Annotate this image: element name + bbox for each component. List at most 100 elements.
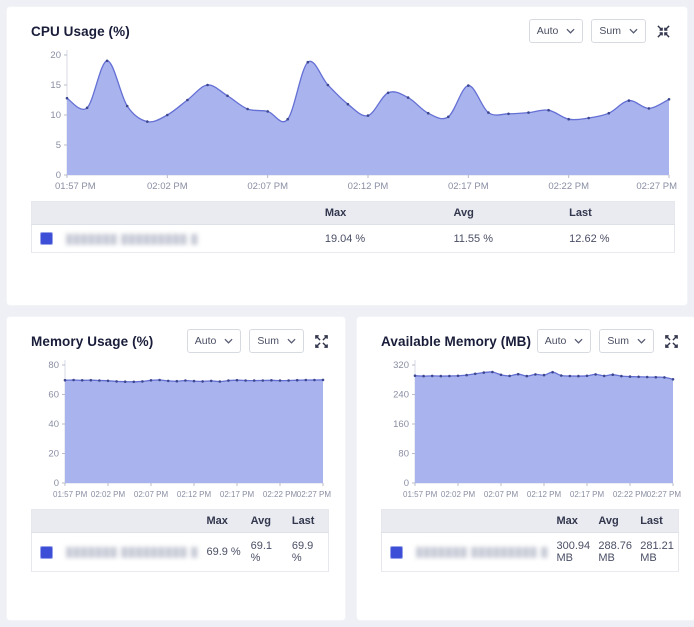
memory-chart-controls: Auto Sum: [186, 329, 331, 353]
svg-text:02:17 PM: 02:17 PM: [448, 181, 489, 192]
available-memory-aggregate-select[interactable]: Sum: [599, 329, 654, 353]
svg-text:02:02 PM: 02:02 PM: [91, 490, 126, 499]
chevron-down-icon: [629, 28, 638, 34]
available-memory-legend-header-row: Max Avg Last: [381, 509, 679, 533]
memory-usage-card: Memory Usage (%) Auto Sum: [6, 316, 346, 621]
collapse-icon: [657, 24, 670, 38]
svg-text:02:12 PM: 02:12 PM: [527, 490, 562, 499]
chevron-down-icon: [287, 338, 296, 344]
chevron-down-icon: [637, 338, 646, 344]
svg-text:0: 0: [56, 170, 61, 181]
svg-text:0: 0: [404, 478, 409, 489]
svg-text:80: 80: [398, 449, 409, 460]
cpu-usage-card: CPU Usage (%) Auto Sum: [6, 6, 688, 306]
available-memory-avg-value: 288.76 MB: [594, 532, 637, 572]
cpu-aggregate-select[interactable]: Sum: [591, 19, 646, 43]
available-memory-series-swatch: [390, 545, 403, 559]
svg-text:02:12 PM: 02:12 PM: [177, 490, 212, 499]
cpu-card-header: CPU Usage (%) Auto Sum: [31, 19, 673, 43]
available-memory-legend-last-header: Last: [636, 509, 679, 533]
cpu-legend-row[interactable]: ███████ █████████ █ 19.04 % 11.55 % 12.6…: [31, 224, 675, 253]
cpu-interval-select[interactable]: Auto: [528, 19, 584, 43]
svg-text:160: 160: [393, 419, 409, 430]
cpu-area-chart[interactable]: 0 5 10 15 20 01:57 PM 02:02 PM 02:07 PM 02:12 PM…: [31, 47, 677, 199]
svg-text:02:02 PM: 02:02 PM: [441, 490, 476, 499]
cpu-collapse-button[interactable]: [654, 22, 673, 41]
memory-chart-title: Memory Usage (%): [31, 333, 154, 349]
svg-text:60: 60: [48, 390, 59, 401]
svg-text:15: 15: [50, 80, 61, 91]
svg-text:02:12 PM: 02:12 PM: [348, 181, 389, 192]
available-memory-max-value: 300.94 MB: [552, 532, 595, 572]
memory-legend-row[interactable]: ███████ █████████ █ 69.9 % 69.1 % 69.9 %: [31, 532, 329, 572]
svg-text:0: 0: [54, 478, 59, 489]
cpu-legend-table: Max Avg Last ███████ █████████ █ 19.04 %…: [31, 201, 675, 253]
available-memory-legend-row[interactable]: ███████ █████████ █ 300.94 MB 288.76 MB …: [381, 532, 679, 572]
svg-text:320: 320: [393, 360, 409, 371]
svg-text:40: 40: [48, 419, 59, 430]
chevron-down-icon: [574, 338, 583, 344]
svg-text:02:22 PM: 02:22 PM: [263, 490, 298, 499]
svg-text:5: 5: [56, 140, 61, 151]
cpu-chart-controls: Auto Sum: [528, 19, 673, 43]
svg-text:20: 20: [50, 50, 61, 61]
available-memory-aggregate-select-value: Sum: [607, 335, 629, 347]
svg-text:02:22 PM: 02:22 PM: [548, 181, 589, 192]
cpu-chart-title: CPU Usage (%): [31, 23, 130, 39]
svg-text:02:07 PM: 02:07 PM: [134, 490, 169, 499]
svg-text:240: 240: [393, 390, 409, 401]
svg-text:02:07 PM: 02:07 PM: [247, 181, 288, 192]
memory-series-name-redacted: ███████ █████████ █: [66, 547, 199, 557]
available-memory-expand-button[interactable]: [662, 332, 681, 351]
memory-max-value: 69.9 %: [202, 532, 247, 572]
available-memory-area-chart[interactable]: 0 80 160 240 320 01:57 PM 02:02 PM 02:07 PM 02:1…: [381, 357, 681, 507]
svg-text:02:07 PM: 02:07 PM: [484, 490, 519, 499]
svg-text:02:27 PM: 02:27 PM: [636, 181, 677, 192]
svg-text:02:17 PM: 02:17 PM: [570, 490, 605, 499]
memory-interval-select[interactable]: Auto: [186, 329, 242, 353]
svg-text:10: 10: [50, 110, 61, 121]
available-memory-card: Available Memory (MB) Auto Sum: [356, 316, 694, 621]
cpu-avg-value: 11.55 %: [449, 224, 566, 253]
cpu-series-name-redacted: ███████ █████████ █: [66, 233, 199, 244]
cpu-legend-max-header: Max: [320, 201, 450, 225]
cpu-legend-header-row: Max Avg Last: [31, 201, 675, 225]
svg-text:01:57 PM: 01:57 PM: [403, 490, 438, 499]
svg-text:20: 20: [48, 449, 59, 460]
cpu-max-value: 19.04 %: [320, 224, 450, 253]
memory-aggregate-select-value: Sum: [257, 335, 279, 347]
svg-text:80: 80: [48, 360, 59, 371]
memory-legend-avg-header: Avg: [246, 509, 288, 533]
available-memory-interval-select[interactable]: Auto: [536, 329, 592, 353]
chevron-down-icon: [224, 338, 233, 344]
available-memory-last-value: 281.21 MB: [636, 532, 679, 572]
available-memory-legend-name-header: [381, 509, 553, 533]
cpu-legend-avg-header: Avg: [449, 201, 566, 225]
available-memory-series-name-redacted: ███████ █████████ █: [416, 547, 549, 557]
cpu-legend-name-header: [31, 201, 321, 225]
svg-text:02:17 PM: 02:17 PM: [220, 490, 255, 499]
cpu-interval-select-value: Auto: [536, 25, 559, 37]
memory-legend-table: Max Avg Last ███████ █████████ █ 69.9 % …: [31, 509, 329, 572]
memory-legend-max-header: Max: [202, 509, 247, 533]
expand-icon: [665, 334, 678, 348]
available-memory-interval-select-value: Auto: [544, 335, 567, 347]
chevron-down-icon: [566, 28, 575, 34]
available-memory-chart-controls: Auto Sum: [536, 329, 681, 353]
memory-area-chart[interactable]: 0 20 40 60 80 01:57 PM 02:02 PM 02:07 PM 02:12 P…: [31, 357, 331, 507]
memory-avg-value: 69.1 %: [246, 532, 288, 572]
svg-text:02:02 PM: 02:02 PM: [147, 181, 188, 192]
available-memory-legend-avg-header: Avg: [594, 509, 637, 533]
memory-expand-button[interactable]: [312, 332, 331, 351]
cpu-aggregate-select-value: Sum: [599, 25, 621, 37]
svg-text:02:27 PM: 02:27 PM: [647, 490, 681, 499]
cpu-legend-last-header: Last: [565, 201, 675, 225]
memory-aggregate-select[interactable]: Sum: [249, 329, 304, 353]
svg-text:02:27 PM: 02:27 PM: [297, 490, 331, 499]
svg-text:01:57 PM: 01:57 PM: [55, 181, 96, 192]
cpu-series-swatch: [40, 232, 53, 245]
svg-text:01:57 PM: 01:57 PM: [53, 490, 88, 499]
cpu-last-value: 12.62 %: [565, 224, 675, 253]
memory-legend-last-header: Last: [287, 509, 329, 533]
